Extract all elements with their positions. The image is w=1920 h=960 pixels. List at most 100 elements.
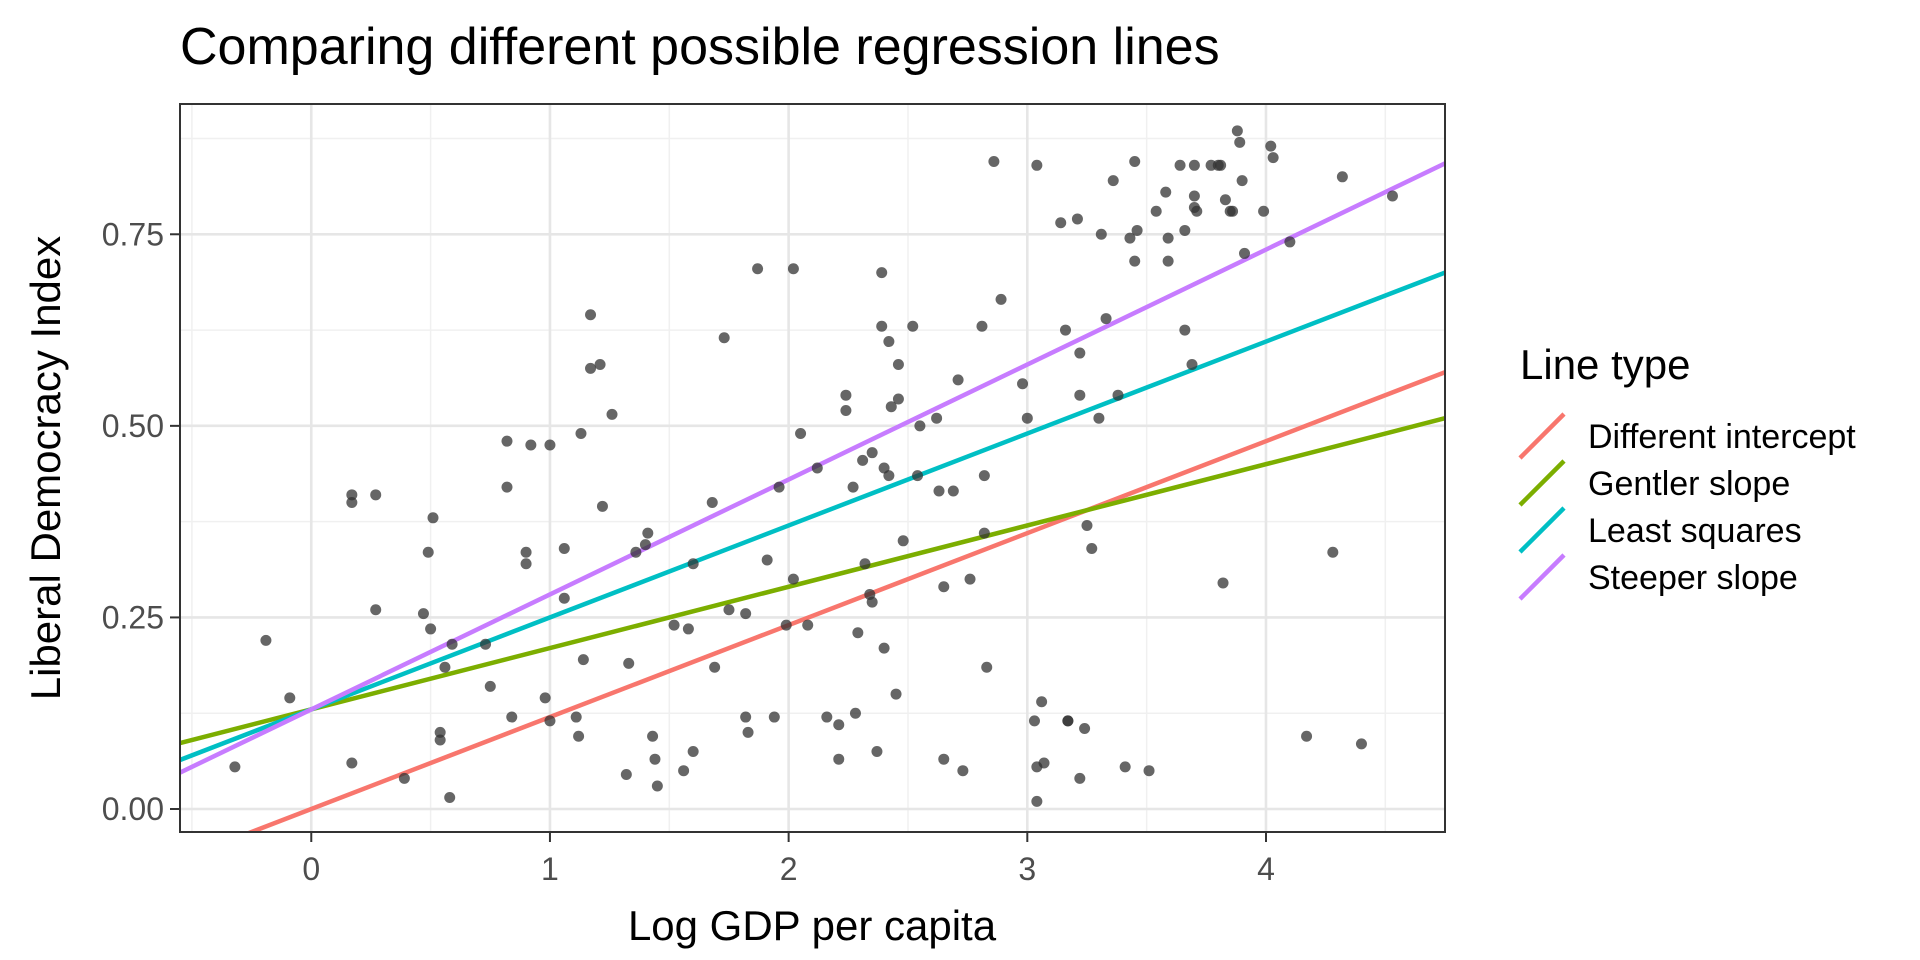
data-point — [1100, 313, 1112, 325]
data-point — [544, 715, 556, 727]
data-point — [1386, 190, 1398, 202]
data-point — [606, 408, 618, 420]
data-point — [933, 485, 945, 497]
data-point — [866, 596, 878, 608]
data-point — [857, 454, 869, 466]
data-point — [859, 558, 871, 570]
regression-line-least-squares — [180, 270, 1445, 763]
data-point — [876, 267, 888, 279]
data-point — [1179, 324, 1191, 336]
y-axis-ticks: 0.00 0.25 0.50 0.75 — [102, 216, 180, 827]
data-point — [544, 439, 556, 451]
data-point — [1267, 152, 1279, 164]
data-point — [852, 627, 864, 639]
data-point — [647, 730, 659, 742]
data-point — [1191, 205, 1203, 217]
data-point — [849, 707, 861, 719]
data-point — [446, 638, 458, 650]
legend-label-different-intercept: Different intercept — [1588, 418, 1856, 456]
data-point — [780, 619, 792, 631]
x-axis-ticks: 0 1 2 3 4 — [302, 832, 1275, 887]
data-point — [425, 623, 437, 635]
data-point — [558, 542, 570, 554]
data-point — [260, 634, 272, 646]
plot-panel-border — [179, 103, 1446, 833]
data-point — [883, 336, 895, 348]
data-point — [480, 638, 492, 650]
data-point — [1031, 159, 1043, 171]
data-point — [585, 362, 597, 374]
data-point — [740, 711, 752, 723]
data-point — [1062, 715, 1074, 727]
data-point — [723, 604, 735, 616]
data-point — [1060, 324, 1071, 336]
data-point — [840, 389, 852, 401]
data-point — [1219, 194, 1231, 206]
data-point — [907, 320, 919, 332]
x-tick-label: 1 — [541, 851, 559, 887]
data-point — [1336, 171, 1348, 183]
data-point — [284, 692, 296, 704]
data-point — [952, 374, 964, 386]
data-point — [229, 761, 241, 773]
data-point — [520, 546, 532, 558]
legend-key-gentler-slope — [1518, 459, 1566, 507]
minor-gridlines — [180, 104, 1445, 832]
data-point — [417, 608, 429, 620]
data-point — [811, 462, 823, 474]
data-point — [1124, 232, 1136, 244]
regression-lines — [180, 161, 1445, 832]
data-point — [1355, 738, 1367, 750]
data-point — [890, 688, 902, 700]
data-point — [630, 546, 642, 558]
data-point — [1074, 772, 1086, 784]
data-point — [1215, 159, 1227, 171]
x-tick-label: 3 — [1018, 851, 1036, 887]
data-point — [346, 496, 358, 508]
data-point — [678, 765, 690, 777]
data-point — [427, 512, 439, 524]
data-point — [752, 263, 764, 275]
legend-label-least-squares: Least squares — [1588, 512, 1802, 550]
data-point — [1188, 159, 1200, 171]
legend: Line type Different intercept Gentler slo… — [1518, 341, 1856, 601]
data-point — [687, 558, 699, 570]
data-point — [439, 661, 451, 673]
data-point — [682, 623, 694, 635]
data-point — [1217, 577, 1229, 589]
data-point — [687, 746, 699, 758]
data-point — [1081, 519, 1093, 531]
data-point — [1074, 389, 1086, 401]
x-axis-title: Log GDP per capita — [628, 902, 997, 949]
data-point — [346, 489, 358, 501]
data-point — [866, 447, 878, 459]
data-point — [718, 332, 730, 344]
data-point — [931, 412, 943, 424]
data-point — [938, 753, 950, 765]
regression-line-different-intercept — [245, 370, 1445, 832]
data-point — [1031, 795, 1043, 807]
data-point — [833, 719, 845, 731]
data-point — [596, 500, 608, 512]
data-point — [370, 489, 382, 501]
data-point — [346, 757, 358, 769]
data-point — [1079, 723, 1091, 735]
data-point — [484, 680, 496, 692]
regression-line-gentler-slope — [180, 416, 1445, 746]
legend-key-different-intercept — [1518, 412, 1566, 460]
data-point — [773, 481, 785, 493]
data-point — [988, 155, 1000, 167]
data-point — [878, 642, 890, 654]
data-point — [847, 481, 859, 493]
data-point — [821, 711, 833, 723]
data-point — [1028, 715, 1040, 727]
data-point — [1188, 190, 1200, 202]
legend-key-steeper-slope — [1518, 553, 1566, 601]
data-point — [892, 393, 904, 405]
data-point — [434, 726, 446, 738]
data-point — [642, 527, 654, 539]
data-point — [1107, 175, 1119, 187]
data-point — [398, 772, 410, 784]
data-point — [1112, 389, 1124, 401]
